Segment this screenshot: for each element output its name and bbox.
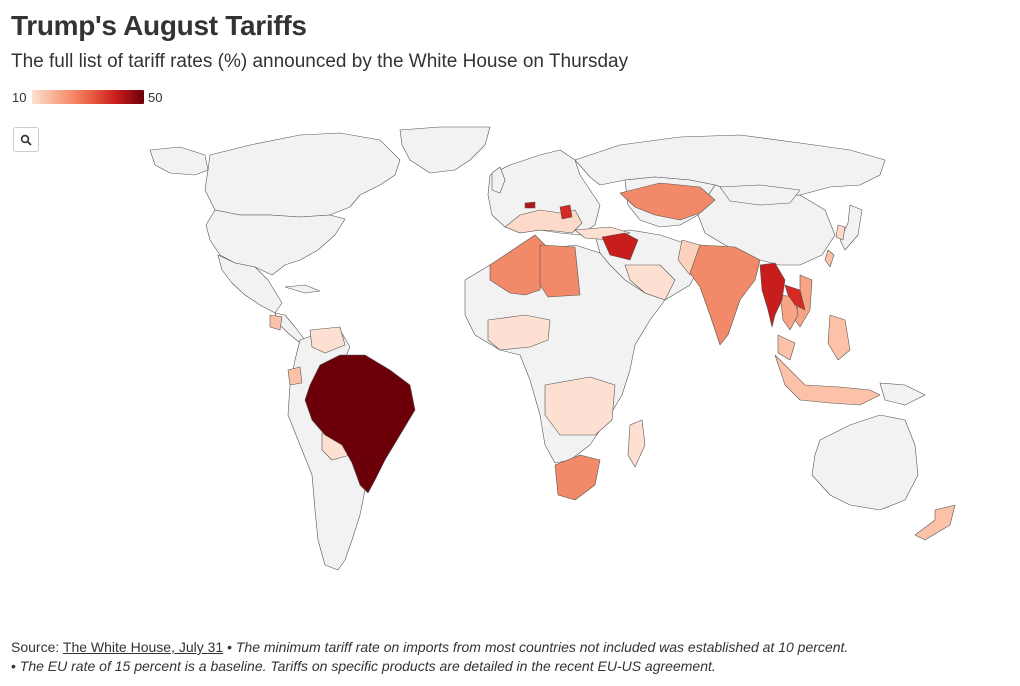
bullet: • <box>11 658 16 674</box>
page-subtitle: The full list of tariff rates (%) announ… <box>11 51 629 72</box>
country-west-africa[interactable] <box>487 314 551 351</box>
country-saudi-arabia[interactable] <box>624 264 676 301</box>
country-syria-iraq[interactable] <box>601 232 639 261</box>
legend-max-label: 50 <box>148 90 163 105</box>
legend-gradient-bar <box>32 90 144 104</box>
map-svg <box>149 126 956 571</box>
country-malaysia[interactable] <box>777 334 796 361</box>
country-philippines[interactable] <box>827 314 851 361</box>
country-libya[interactable] <box>539 244 581 298</box>
source-label: Source: <box>11 639 60 655</box>
country-cuba[interactable] <box>284 284 321 294</box>
country-usa[interactable] <box>205 209 346 276</box>
country-taiwan[interactable] <box>824 249 835 268</box>
country-serbia[interactable] <box>559 204 573 220</box>
country-madagascar[interactable] <box>627 419 646 468</box>
country-switzerland[interactable] <box>524 201 536 209</box>
country-australia[interactable] <box>811 414 919 511</box>
country-nicaragua[interactable] <box>269 314 283 331</box>
search-icon <box>20 134 32 146</box>
country-brazil[interactable] <box>304 354 416 494</box>
country-south-africa[interactable] <box>554 454 601 501</box>
country-mongolia[interactable] <box>719 184 801 206</box>
country-indonesia[interactable] <box>774 354 881 406</box>
footnote-2: The EU rate of 15 percent is a baseline.… <box>19 658 716 674</box>
country-kazakhstan[interactable] <box>619 182 716 221</box>
country-southern-africa[interactable] <box>544 376 616 436</box>
country-ecuador[interactable] <box>287 366 303 386</box>
country-algeria[interactable] <box>489 234 546 296</box>
country-new-zealand[interactable] <box>914 504 956 541</box>
country-laos[interactable] <box>784 284 806 311</box>
separator: • <box>227 639 232 655</box>
country-papua[interactable] <box>879 382 926 406</box>
footer-notes: Source: The White House, July 31 • The m… <box>11 638 848 676</box>
country-india[interactable] <box>689 244 761 346</box>
legend-min-label: 10 <box>12 90 27 105</box>
world-map <box>0 115 1020 585</box>
zoom-button[interactable] <box>13 127 39 152</box>
country-canada[interactable] <box>204 132 401 218</box>
country-japan[interactable] <box>839 204 863 251</box>
country-venezuela[interactable] <box>309 326 346 354</box>
source-link[interactable]: The White House, July 31 <box>62 639 224 655</box>
country-uk[interactable] <box>491 166 506 194</box>
country-greenland[interactable] <box>399 126 491 174</box>
page-title: Trump's August Tariffs <box>11 10 307 41</box>
country-usa-alaska[interactable] <box>149 146 209 176</box>
country-myanmar[interactable] <box>759 262 786 328</box>
footnote-1: The minimum tariff rate on imports from … <box>235 639 849 655</box>
country-south-korea[interactable] <box>835 224 846 241</box>
